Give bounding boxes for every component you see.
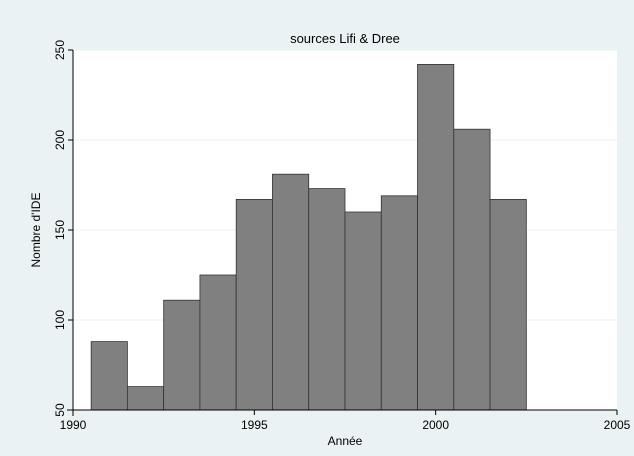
histogram-bar (272, 173, 310, 411)
y-tick-label: 150 (53, 220, 67, 240)
histogram-bar (489, 198, 527, 411)
y-tick-label: 100 (53, 310, 67, 330)
x-axis-title: Année (328, 434, 363, 448)
x-axis-ticks: 1990 1995 2000 2005 (60, 410, 631, 432)
histogram-bar (199, 274, 237, 411)
histogram-bar (90, 341, 128, 411)
y-tick-label: 250 (53, 40, 67, 60)
y-axis-ticks: 50 100 150 200 250 (53, 40, 73, 417)
x-tick-label: 2000 (422, 418, 449, 432)
y-axis-title: Nombre d'IDE (29, 193, 43, 268)
y-tick-label: 200 (53, 130, 67, 150)
x-tick-label: 1995 (241, 418, 268, 432)
bars (90, 64, 527, 411)
histogram-bar (417, 64, 455, 411)
histogram-bar (308, 188, 346, 411)
histogram-bar (163, 299, 201, 411)
histogram-bar (344, 211, 382, 411)
histogram-bar (380, 195, 418, 411)
y-tick-label: 50 (53, 403, 67, 417)
histogram-bar (127, 386, 165, 411)
histogram-bar (235, 198, 273, 411)
histogram-bar (453, 128, 491, 411)
x-tick-label: 2005 (604, 418, 631, 432)
x-tick-label: 1990 (60, 418, 87, 432)
chart-title: sources Lifi & Dree (290, 31, 400, 46)
